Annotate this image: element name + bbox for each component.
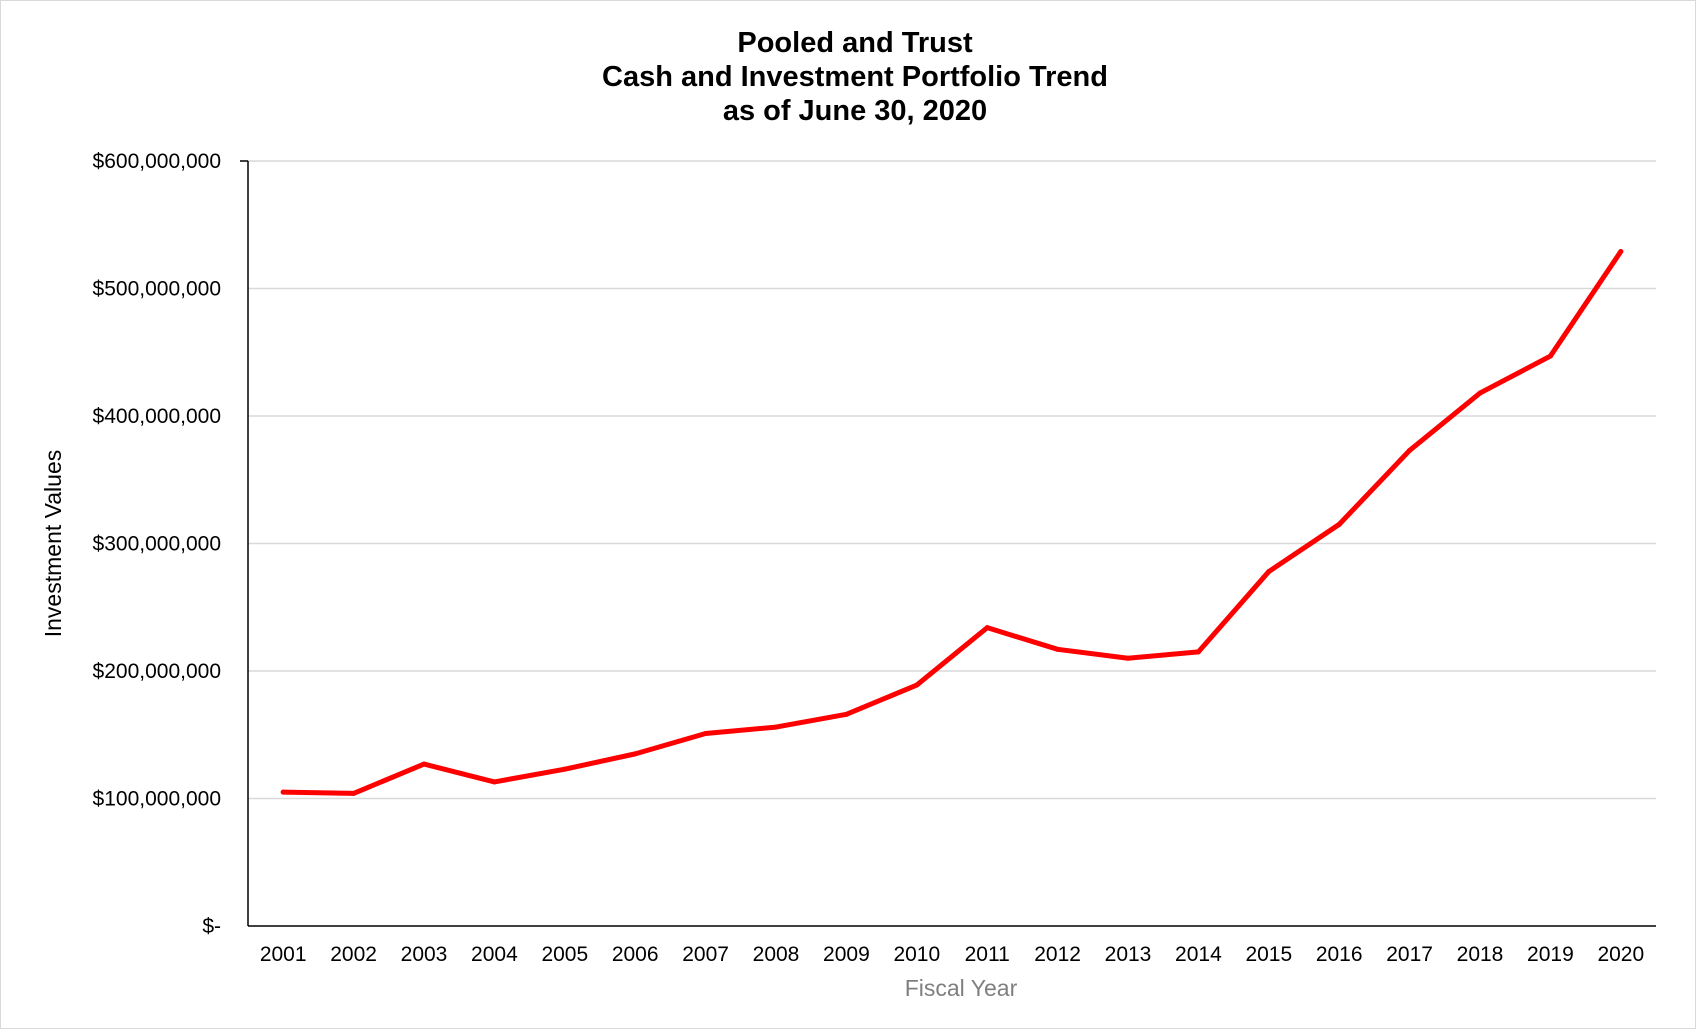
data-point	[491, 779, 497, 785]
x-tick-label: 2015	[1245, 943, 1292, 966]
y-tick-label: $300,000,000	[93, 533, 221, 556]
x-tick-labels: 2001 2002 2003 2004 2005 2006 2007 2008 2009 2010…	[260, 943, 1644, 966]
series-line	[280, 249, 1624, 796]
data-point	[280, 789, 286, 795]
y-tick-label: $600,000,000	[93, 150, 221, 173]
y-tick-labels: $- $100,000,000 $200,000,000 $300,000,000 $4…	[93, 150, 221, 938]
data-point	[421, 761, 427, 767]
gridlines	[248, 160, 1656, 800]
x-tick-label: 2008	[753, 943, 800, 966]
y-tick-label: $500,000,000	[93, 278, 221, 301]
data-point	[1125, 655, 1131, 661]
x-tick-label: 2014	[1175, 943, 1222, 966]
data-point	[703, 730, 709, 736]
x-tick-label: 2018	[1457, 943, 1504, 966]
x-tick-label: 2011	[965, 943, 1010, 966]
x-tick-label: 2009	[823, 943, 870, 966]
data-point	[562, 766, 568, 772]
x-tick-label: 2004	[471, 943, 518, 966]
x-tick-label: 2020	[1597, 943, 1644, 966]
x-tick-label: 2007	[682, 943, 729, 966]
y-axis-label: Investment Values	[40, 450, 66, 638]
series-lines	[280, 249, 1624, 796]
x-tick-label: 2002	[330, 943, 377, 966]
data-point	[1547, 353, 1553, 359]
y-tick-label: $200,000,000	[93, 660, 221, 683]
data-point	[1407, 447, 1413, 453]
data-point	[914, 682, 920, 688]
x-tick-label: 2003	[401, 943, 448, 966]
data-point	[1477, 390, 1483, 396]
x-tick-label: 2005	[541, 943, 588, 966]
x-tick-label: 2012	[1034, 943, 1081, 966]
y-tick-label: $400,000,000	[93, 405, 221, 428]
data-point	[1336, 521, 1342, 527]
data-point	[843, 711, 849, 717]
chart-title-line: Cash and Investment Portfolio Trend	[602, 61, 1108, 93]
x-tick-label: 2013	[1105, 943, 1152, 966]
x-tick-label: 2016	[1316, 943, 1363, 966]
chart-title-line: Pooled and Trust	[737, 27, 973, 59]
chart-title-line: as of June 30, 2020	[723, 95, 987, 127]
data-point	[1266, 569, 1272, 575]
x-tick-label: 2010	[893, 943, 940, 966]
y-tick-label: $-	[202, 915, 221, 938]
x-axis-label: Fiscal Year	[905, 975, 1018, 1001]
y-tick-label: $100,000,000	[93, 788, 221, 811]
data-point	[1195, 649, 1201, 655]
x-tick-label: 2017	[1386, 943, 1433, 966]
x-tick-label: 2006	[612, 943, 659, 966]
data-point	[773, 724, 779, 730]
data-point	[632, 751, 638, 757]
data-point	[1055, 646, 1061, 652]
axes	[240, 160, 1656, 927]
x-tick-label: 2001	[260, 943, 307, 966]
data-point	[1618, 249, 1624, 255]
data-point	[351, 790, 357, 796]
x-tick-label: 2019	[1527, 943, 1574, 966]
data-point	[984, 625, 990, 631]
